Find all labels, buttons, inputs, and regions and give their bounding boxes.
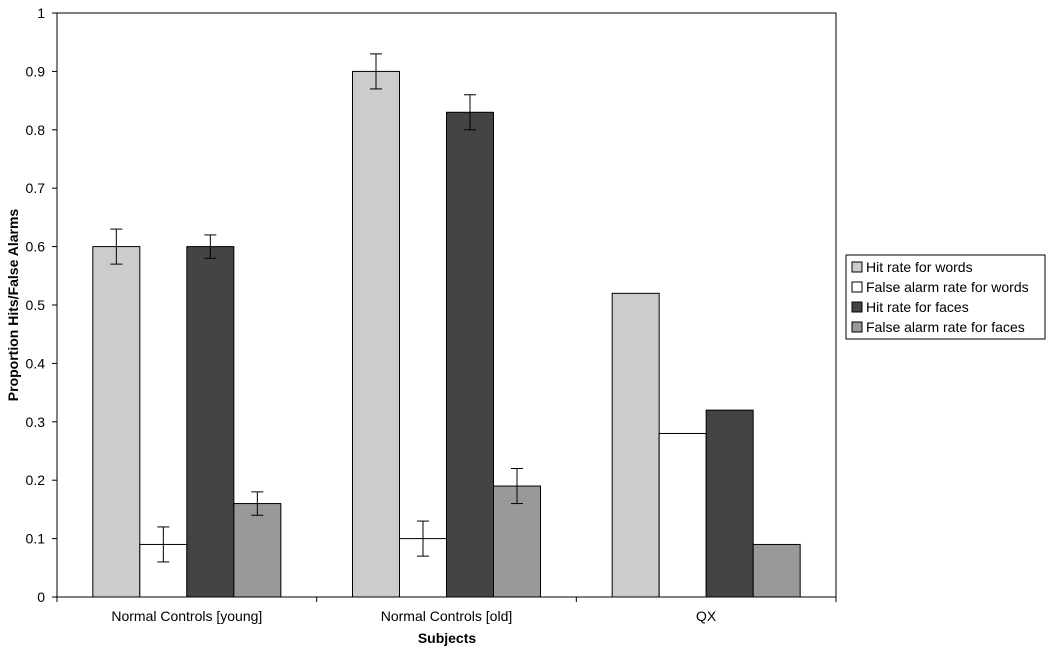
bar <box>352 70 400 598</box>
legend-swatch <box>851 301 863 313</box>
y-tick-label: 0.2 <box>26 472 46 488</box>
error-bars <box>110 53 523 563</box>
x-tick-label: Normal Controls [young] <box>111 608 262 624</box>
x-axis: Normal Controls [young] Normal Controls [… <box>56 597 837 624</box>
legend-label: Hit rate for words <box>866 259 973 275</box>
x-tick-label: Normal Controls [old] <box>381 608 513 624</box>
y-tick-label: 0.9 <box>26 63 46 79</box>
y-tick-label: 0.8 <box>26 122 46 138</box>
legend-swatch <box>851 321 863 333</box>
legend: Hit rate for words False alarm rate for w… <box>845 254 1046 340</box>
legend-label: Hit rate for faces <box>866 299 969 315</box>
x-tick-label: QX <box>696 608 717 624</box>
legend-label: False alarm rate for faces <box>866 319 1025 335</box>
y-tick-label: 1 <box>37 5 45 21</box>
y-tick-label: 0.6 <box>26 239 46 255</box>
y-tick-label: 0.5 <box>26 297 46 313</box>
y-tick-label: 0.3 <box>26 414 46 430</box>
legend-swatch <box>851 261 863 273</box>
bars <box>92 70 801 598</box>
bar <box>752 543 801 598</box>
y-tick-label: 0.1 <box>26 531 46 547</box>
bar <box>92 246 141 598</box>
bar <box>446 111 494 598</box>
bar <box>186 246 235 598</box>
legend-label: False alarm rate for words <box>866 279 1029 295</box>
bar <box>233 503 282 598</box>
y-tick-label: 0.7 <box>26 180 46 196</box>
x-axis-title: Subjects <box>418 630 477 646</box>
legend-swatch <box>851 281 863 293</box>
y-axis: 0 0.1 0.2 0.3 0.4 0.5 0.6 0.7 0.8 0.9 1 <box>26 5 57 605</box>
bar <box>493 485 541 598</box>
y-tick-label: 0.4 <box>26 355 46 371</box>
bar <box>705 409 754 598</box>
legend-frame <box>845 254 1046 340</box>
y-axis-title: Proportion Hits/False Alarms <box>5 209 21 402</box>
bar <box>611 292 660 598</box>
y-tick-label: 0 <box>37 589 45 605</box>
bar <box>658 432 707 598</box>
